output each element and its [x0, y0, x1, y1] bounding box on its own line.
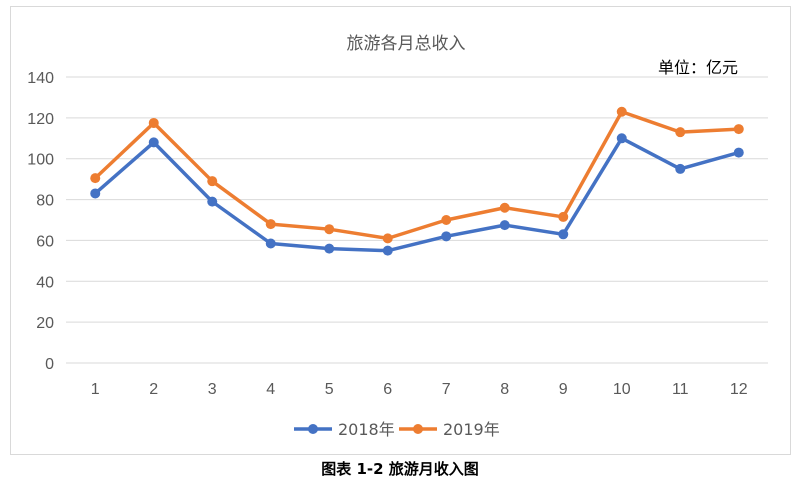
x-tick-label: 10: [613, 381, 631, 398]
unit-label: 单位：亿元: [658, 58, 739, 77]
data-point: [90, 173, 101, 184]
x-tick-label: 8: [500, 381, 509, 398]
x-tick-label: 3: [208, 381, 217, 398]
y-tick-label: 140: [27, 70, 54, 87]
data-point: [324, 243, 335, 254]
figure-caption: 图表 1-2 旅游月收入图: [321, 460, 479, 478]
data-point: [733, 124, 744, 135]
data-point: [441, 231, 452, 242]
x-tick-label: 7: [442, 381, 451, 398]
data-point: [382, 233, 393, 244]
legend-swatch-marker: [413, 424, 423, 434]
data-point: [558, 211, 569, 222]
y-tick-label: 40: [36, 274, 54, 291]
y-tick-label: 20: [36, 315, 54, 332]
series-line: [94, 136, 740, 253]
legend-label: 2019年: [443, 420, 500, 439]
series-line: [94, 109, 739, 241]
legend-label: 2018年: [338, 420, 395, 439]
x-tick-label: 1: [91, 381, 100, 398]
data-point: [207, 196, 218, 207]
y-tick-label: 0: [45, 356, 54, 373]
data-point: [616, 133, 627, 144]
data-point: [558, 229, 569, 240]
data-point: [207, 176, 218, 187]
data-point: [324, 224, 335, 235]
data-point: [148, 137, 159, 148]
data-point: [499, 202, 510, 213]
data-point: [675, 163, 686, 174]
x-tick-label: 5: [325, 381, 334, 398]
data-point: [148, 117, 159, 128]
x-tick-label: 12: [730, 381, 748, 398]
y-tick-label: 80: [36, 193, 54, 210]
data-point: [675, 127, 686, 138]
x-tick-label: 2: [149, 381, 158, 398]
data-point: [90, 188, 101, 199]
x-tick-label: 6: [383, 381, 392, 398]
data-point: [382, 245, 393, 256]
y-tick-label: 100: [27, 152, 54, 169]
x-tick-label: 11: [672, 381, 689, 398]
data-point: [265, 238, 276, 249]
y-tick-label: 120: [27, 111, 54, 128]
chart-title: 旅游各月总收入: [347, 34, 466, 54]
x-tick-label: 9: [559, 381, 568, 398]
data-point: [441, 215, 452, 225]
data-point: [733, 147, 744, 158]
chart-frame: 旅游各月总收入 0 20 40 60 80 100 120 140 1 2 3 4 5 6 7 8 9 10 11 1…: [10, 6, 791, 455]
y-tick-label: 60: [36, 233, 54, 250]
data-point: [499, 220, 510, 231]
x-tick-label: 4: [266, 381, 275, 398]
data-point: [616, 106, 627, 117]
data-point: [265, 219, 276, 230]
legend-swatch-marker: [308, 424, 318, 434]
